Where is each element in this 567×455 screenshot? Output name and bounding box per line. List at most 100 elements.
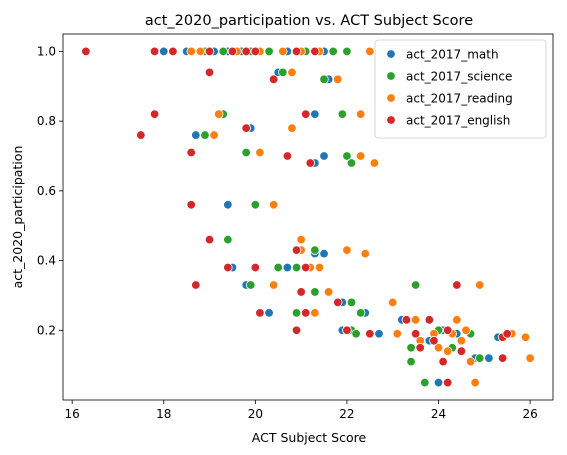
data-point — [191, 280, 201, 290]
data-point — [278, 46, 288, 57]
data-point — [442, 346, 453, 356]
data-point — [328, 46, 338, 57]
data-point — [406, 356, 416, 367]
data-point — [333, 297, 343, 308]
data-point — [314, 262, 325, 273]
data-point — [291, 262, 302, 273]
y-axis-label: act_2020_participation — [10, 146, 25, 289]
x-tick-label: 16 — [65, 407, 80, 421]
legend-label: act_2017_reading — [406, 92, 513, 106]
legend-marker — [386, 115, 396, 125]
data-point — [136, 130, 146, 140]
data-point — [452, 315, 462, 325]
data-point — [310, 287, 320, 297]
data-point — [342, 245, 352, 255]
legend-marker — [386, 71, 396, 81]
data-point — [186, 200, 196, 210]
data-point — [351, 329, 361, 339]
data-point — [442, 377, 453, 388]
legend-label: act_2017_math — [406, 48, 499, 62]
data-point — [200, 130, 210, 140]
data-point — [287, 123, 297, 133]
y-tick-label: 0.8 — [37, 114, 56, 128]
data-point — [456, 346, 467, 356]
data-point — [246, 280, 256, 290]
data-point — [323, 287, 334, 297]
data-point — [342, 325, 352, 335]
data-point — [502, 329, 512, 339]
data-point — [310, 46, 320, 57]
data-point — [186, 46, 196, 57]
data-point — [438, 356, 448, 367]
data-point — [346, 158, 357, 168]
data-point — [168, 46, 178, 57]
y-tick-label: 0.4 — [37, 254, 56, 268]
data-point — [355, 109, 366, 119]
data-point — [392, 329, 402, 339]
data-point — [227, 46, 238, 57]
data-point — [410, 315, 421, 325]
data-point — [374, 329, 384, 339]
data-point — [465, 356, 476, 367]
data-point — [415, 343, 425, 353]
data-point — [429, 336, 439, 346]
data-point — [360, 248, 370, 259]
x-axis-label: ACT Subject Score — [252, 430, 367, 445]
legend-box — [374, 39, 547, 139]
legend-marker — [386, 49, 396, 59]
data-point — [223, 200, 233, 210]
data-point — [497, 353, 508, 363]
data-point — [452, 280, 462, 290]
y-axis: 0.2 0.4 0.6 0.8 1.0 — [37, 44, 63, 337]
data-point — [291, 245, 302, 255]
data-point — [149, 46, 160, 57]
data-point — [255, 308, 265, 318]
data-point — [81, 46, 91, 57]
data-point — [149, 109, 160, 119]
data-point — [355, 151, 366, 161]
data-point — [319, 74, 329, 85]
data-point — [223, 262, 233, 273]
data-point — [282, 151, 293, 161]
data-point — [218, 46, 228, 57]
data-point — [255, 147, 265, 158]
data-point — [433, 377, 444, 388]
legend-label: act_2017_english — [406, 114, 510, 128]
legend: act_2017_math act_2017_science act_2017_re… — [374, 39, 547, 139]
data-point — [264, 308, 274, 318]
data-point — [268, 200, 279, 210]
data-point — [204, 46, 215, 57]
legend-marker — [386, 93, 396, 103]
chart-title: act_2020_participation vs. ACT Subject S… — [145, 13, 473, 29]
data-point — [310, 245, 320, 255]
data-point — [410, 329, 421, 339]
data-point — [204, 67, 215, 78]
data-point — [484, 353, 494, 363]
data-point — [264, 46, 274, 57]
data-point — [470, 377, 480, 388]
data-point — [195, 46, 206, 57]
data-point — [268, 280, 279, 290]
data-point — [310, 308, 320, 318]
data-point — [475, 353, 485, 363]
data-point — [342, 151, 352, 161]
data-point — [214, 109, 224, 119]
data-point — [296, 287, 306, 297]
data-point — [282, 262, 293, 273]
legend-item: act_2017_english — [386, 114, 510, 128]
data-point — [296, 234, 306, 245]
y-tick-label: 0.6 — [37, 184, 56, 198]
x-tick-label: 26 — [522, 407, 537, 421]
data-point — [291, 46, 302, 57]
data-point — [319, 248, 329, 259]
plot-area — [81, 46, 535, 388]
x-axis: 16 18 20 22 24 26 — [65, 400, 538, 421]
data-point — [159, 46, 169, 57]
data-point — [333, 74, 343, 85]
data-point — [223, 234, 233, 245]
legend-item: act_2017_reading — [386, 92, 513, 106]
data-point — [268, 74, 279, 85]
data-point — [241, 123, 251, 133]
x-tick-label: 24 — [431, 407, 446, 421]
